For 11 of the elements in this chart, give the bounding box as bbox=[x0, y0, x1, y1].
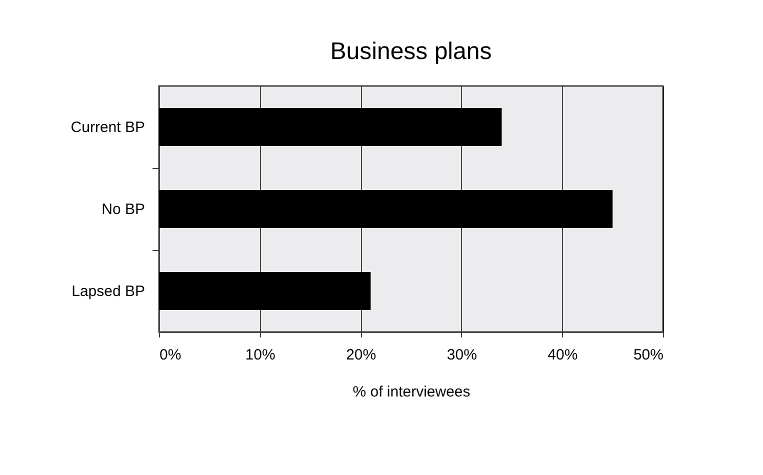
chart-title: Business plans bbox=[330, 38, 492, 65]
x-tick-label: 30% bbox=[446, 346, 477, 364]
x-axis-title: % of interviewees bbox=[352, 384, 470, 400]
y-tick-label: Lapsed BP bbox=[72, 283, 145, 300]
x-tick-label: 50% bbox=[633, 346, 664, 364]
y-tick-label: No BP bbox=[102, 201, 145, 218]
x-tick-label: 40% bbox=[548, 346, 578, 364]
x-tick-label: 10% bbox=[245, 346, 276, 364]
x-tick-label: 20% bbox=[346, 346, 376, 364]
y-tick-label: Current BP bbox=[70, 119, 145, 136]
x-tick-label: 0% bbox=[160, 346, 182, 364]
